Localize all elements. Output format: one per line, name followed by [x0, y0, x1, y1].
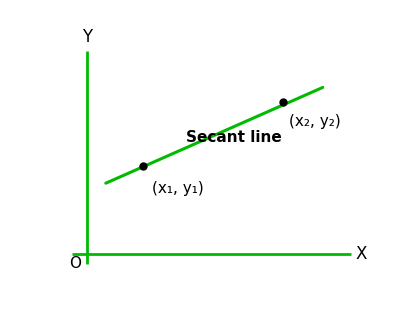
Text: Y: Y [82, 28, 92, 46]
Text: (x₁, y₁): (x₁, y₁) [152, 181, 204, 196]
Text: (x₂, y₂): (x₂, y₂) [289, 115, 340, 130]
Text: O: O [69, 256, 81, 271]
Text: X: X [355, 245, 367, 263]
Text: Secant line: Secant line [186, 130, 282, 145]
